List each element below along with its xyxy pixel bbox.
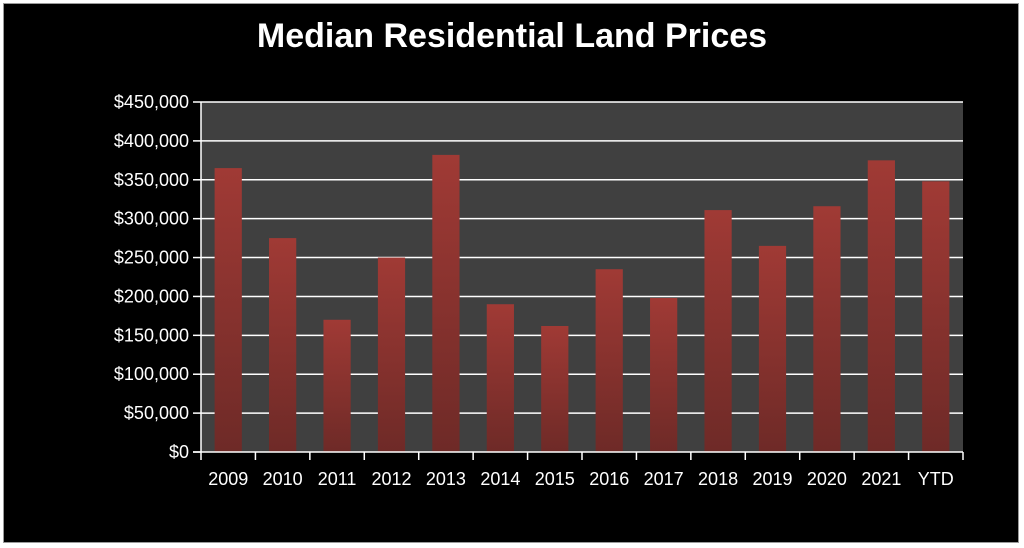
bar-2010 [269, 238, 297, 452]
bar-2017 [650, 298, 678, 452]
x-tick-label: 2014 [480, 469, 520, 489]
y-tick-label: $0 [169, 442, 189, 462]
y-tick-label: $250,000 [114, 248, 189, 268]
y-tick-label: $350,000 [114, 170, 189, 190]
y-tick-label: $400,000 [114, 131, 189, 151]
x-tick-label: 2013 [426, 469, 466, 489]
y-tick-label: $200,000 [114, 286, 189, 306]
chart-title: Median Residential Land Prices [256, 17, 768, 55]
bar-ytd [922, 181, 950, 453]
y-tick-label: $100,000 [114, 364, 189, 384]
bar-2015 [541, 326, 569, 452]
y-tick-label: $300,000 [114, 209, 189, 229]
plot-area [201, 102, 963, 452]
x-tick-label: 2015 [535, 469, 575, 489]
bar-2018 [704, 210, 732, 452]
bar-2009 [214, 168, 242, 452]
bar-2020 [813, 206, 841, 452]
bar-2012 [377, 257, 406, 452]
bar-2016 [595, 269, 623, 452]
x-tick-label: YTD [918, 469, 954, 489]
x-tick-label: 2021 [861, 469, 901, 489]
x-tick-label: 2020 [807, 469, 847, 489]
y-tick-label: $450,000 [114, 92, 189, 112]
x-tick-label: 2009 [208, 469, 248, 489]
x-tick-label: 2017 [644, 469, 684, 489]
y-tick-label: $50,000 [124, 403, 189, 423]
bar-2011 [323, 319, 351, 452]
bar-2013 [432, 154, 460, 452]
bar-2019 [758, 245, 787, 452]
x-tick-label: 2012 [371, 469, 411, 489]
x-tick-label: 2011 [318, 469, 357, 489]
x-tick-label: 2019 [752, 469, 792, 489]
x-tick-label: 2010 [263, 469, 303, 489]
bar-2014 [486, 304, 514, 452]
x-tick-label: 2018 [698, 469, 738, 489]
bar-2021 [867, 160, 895, 453]
y-tick-label: $150,000 [114, 325, 189, 345]
x-tick-label: 2016 [589, 469, 629, 489]
